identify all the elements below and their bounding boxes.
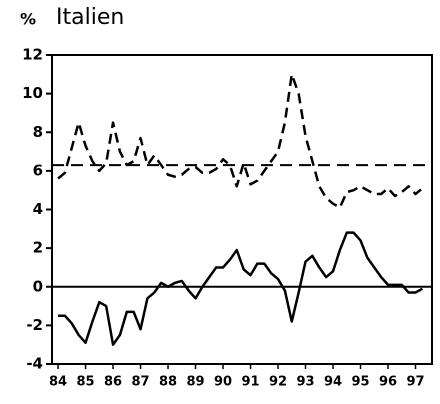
x-tick-label: 94 xyxy=(324,375,342,390)
y-tick-label: 4 xyxy=(33,200,43,218)
x-tick-label: 92 xyxy=(269,375,287,390)
x-tick-label: 85 xyxy=(76,375,94,390)
x-tick-label: 95 xyxy=(351,375,369,390)
x-tick-label: 84 xyxy=(49,375,67,390)
series-line xyxy=(57,73,424,209)
y-tick-label: 2 xyxy=(33,239,43,257)
x-tick-label: 97 xyxy=(406,375,424,390)
y-tick-label: -2 xyxy=(26,316,43,334)
x-tick-label: 87 xyxy=(131,375,149,390)
y-tick-label: 6 xyxy=(33,161,43,179)
chart-title: Italien xyxy=(56,5,124,30)
y-tick-label: 8 xyxy=(33,123,43,141)
y-tick-label: 10 xyxy=(22,84,43,102)
x-tick-label: 93 xyxy=(296,375,314,390)
y-tick-label: -4 xyxy=(26,355,43,373)
x-tick-label: 91 xyxy=(241,375,259,390)
x-tick-label: 86 xyxy=(104,375,122,390)
x-tick-label: 88 xyxy=(159,375,177,390)
x-tick-label: 96 xyxy=(379,375,397,390)
x-tick-label: 90 xyxy=(214,375,232,390)
series-line xyxy=(58,231,423,346)
y-tick-label: 12 xyxy=(22,46,43,64)
y-tick-label: 0 xyxy=(33,277,43,295)
y-axis-label: % xyxy=(20,10,36,29)
x-tick-label: 89 xyxy=(186,375,204,390)
